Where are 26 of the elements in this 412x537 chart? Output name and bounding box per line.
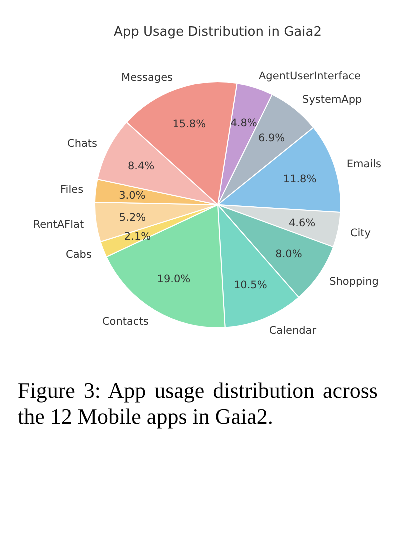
slice-label: RentAFlat — [33, 218, 84, 231]
slice-label: SystemApp — [302, 94, 363, 106]
data-label: 3.0% — [119, 190, 146, 202]
data-label: 5.2% — [119, 212, 146, 224]
slice-label: Files — [60, 184, 84, 196]
slice-label: Contacts — [102, 316, 149, 328]
data-label: 19.0% — [157, 274, 191, 286]
data-label: 6.9% — [258, 132, 286, 144]
data-label: 8.4% — [128, 160, 155, 172]
slice-label: Shopping — [330, 276, 379, 288]
data-label: 15.8% — [172, 118, 206, 130]
data-label: 11.8% — [283, 173, 317, 186]
slice-label: Calendar — [269, 324, 318, 337]
slice-label: Cabs — [66, 248, 92, 261]
data-label: 2.1% — [124, 230, 152, 243]
chart-title: App Usage Distribution in Gaia2 — [114, 25, 322, 40]
slice-label: City — [350, 227, 372, 240]
slice-label: Emails — [346, 158, 382, 171]
slice-label: AgentUserInterface — [258, 70, 362, 83]
slice-label: Messages — [122, 72, 174, 84]
data-label: 10.5% — [234, 279, 268, 292]
data-label: 4.6% — [288, 217, 316, 230]
data-label: 4.8% — [230, 118, 258, 130]
slice-label: Chats — [68, 138, 98, 150]
caption: Figure 3: App usage distribution across the 12 Mobile apps in Gaia2. — [18, 378, 378, 430]
data-label: 8.0% — [276, 248, 302, 260]
